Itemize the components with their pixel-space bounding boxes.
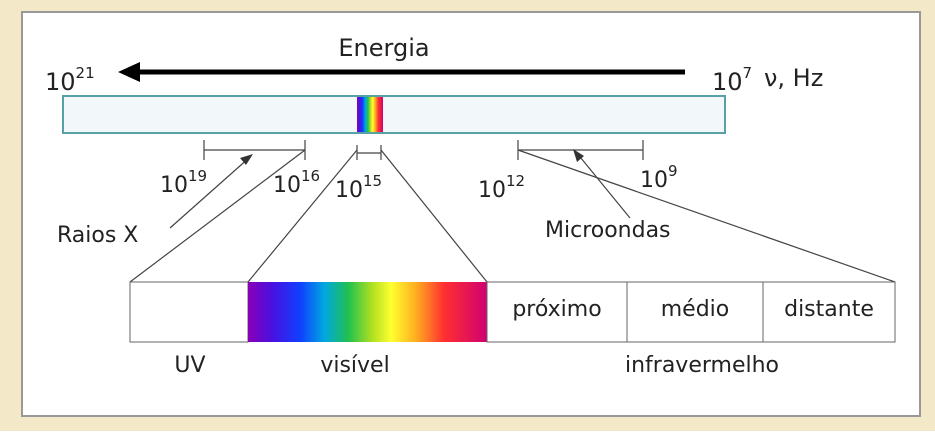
arrow-head [573, 149, 584, 162]
ir-label: médio [661, 297, 730, 322]
exp: 15 [363, 172, 382, 190]
ir-label: próximo [512, 297, 601, 322]
ir-box [626, 281, 764, 343]
tick-label: 1019 [160, 167, 207, 198]
brackets [129, 140, 896, 283]
tick-label: 109 [640, 162, 678, 193]
tick-label: 1016 [273, 167, 320, 198]
base: 10 [273, 173, 301, 198]
exp: 12 [506, 172, 525, 190]
frame-inner [21, 11, 921, 417]
caption: visível [320, 353, 389, 378]
base: 10 [335, 178, 363, 203]
exp: 21 [76, 64, 95, 82]
base: 10 [478, 178, 506, 203]
freq-right: 107 [712, 64, 752, 96]
exp: 16 [301, 167, 320, 185]
exp: 9 [668, 162, 678, 180]
exp: 19 [188, 167, 207, 185]
xray-label: Raios X [57, 223, 138, 248]
arrow-head [240, 154, 253, 165]
unit: ν, Hz [764, 64, 823, 92]
uv-box [129, 281, 249, 343]
base: 10 [160, 173, 188, 198]
caption: infravermelho [625, 353, 779, 378]
microwave-label: Microondas [545, 218, 671, 243]
visible-band [357, 97, 383, 132]
tick-label: 1015 [335, 172, 382, 203]
spectrum-bar [62, 95, 726, 134]
arrow-head [118, 62, 140, 82]
base: 10 [712, 68, 743, 96]
caption: UV [174, 353, 205, 378]
tick-label: 1012 [478, 172, 525, 203]
visible-box [248, 282, 487, 342]
ir-box [762, 281, 896, 343]
title: Energia [338, 34, 429, 62]
base: 10 [45, 68, 76, 96]
base: 10 [640, 168, 668, 193]
exp: 7 [743, 64, 753, 82]
ir-box [486, 281, 628, 343]
freq-left: 1021 [45, 64, 95, 96]
ir-label: distante [784, 297, 874, 322]
